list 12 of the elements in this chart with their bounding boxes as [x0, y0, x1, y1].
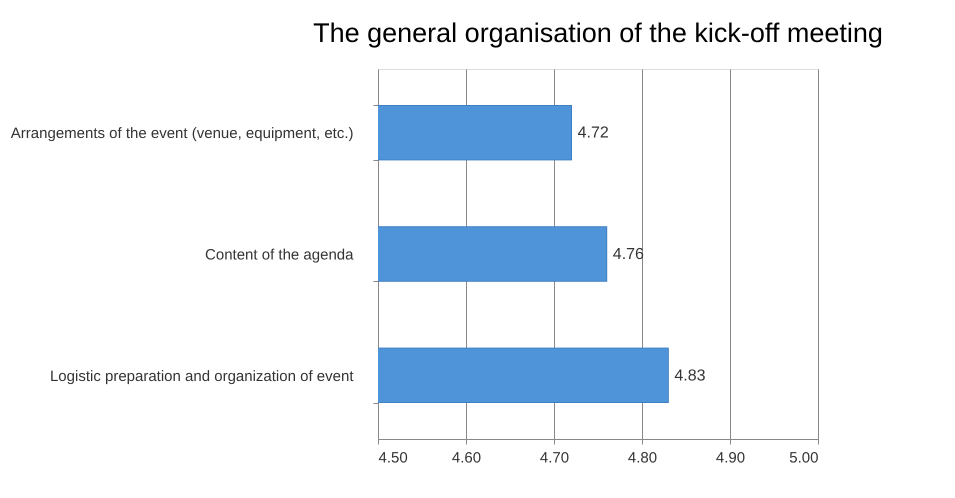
x-tick-label: 5.00 [789, 450, 818, 466]
y-tick-label: Content of the agenda [205, 246, 354, 264]
y-tick-label: Arrangements of the event (venue, equipment, etc.) [10, 125, 354, 142]
data-label: 4.72 [578, 124, 609, 142]
x-tick-label: 4.90 [716, 450, 746, 466]
x-tick-label: 4.70 [540, 450, 570, 466]
x-tick-label: 4.50 [378, 450, 408, 466]
data-label: 4.83 [674, 367, 706, 384]
chart-title: The general organisation of the kick-off meeting [313, 18, 883, 48]
x-tick-label: 4.60 [452, 450, 482, 466]
y-tick-label: Logistic preparation and organization of event [50, 368, 354, 385]
x-tick-label: 4.80 [628, 450, 658, 466]
